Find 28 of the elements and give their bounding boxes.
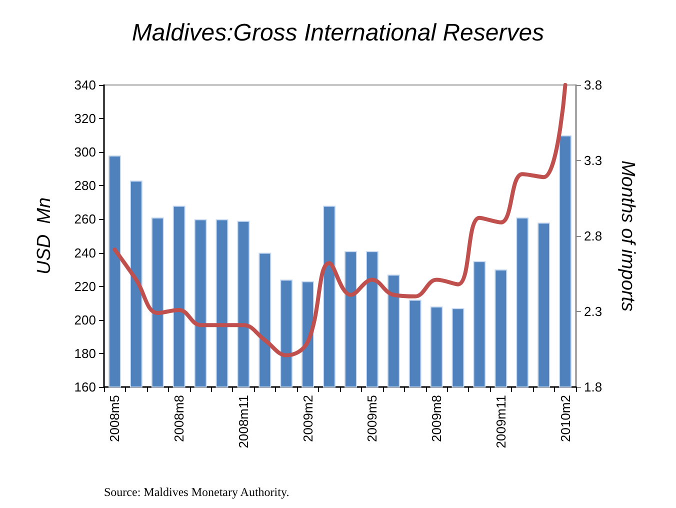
y-tick-label: 240 [74,245,96,260]
x-tick-label: 2008m8 [172,395,187,442]
x-tick-label: 2008m5 [107,395,122,442]
y-tick-label: 200 [74,312,96,328]
y-axis-title: USD Mn [34,197,55,275]
y2-tick-label: 1.8 [584,380,602,394]
y-tick-label: 260 [74,212,96,227]
x-tick-label: 2009m8 [429,395,444,442]
y-tick-label: 280 [74,178,96,194]
source-note: Source: Maldives Monetary Authority. [104,485,290,499]
y2-tick-label: 2.3 [584,304,602,319]
y2-axis-title: Months of imports [617,160,638,312]
x-tick-label: 2009m2 [300,395,316,442]
line-series [112,83,568,358]
y-tick-label: 320 [74,111,96,126]
x-tick-label: 2009m11 [493,395,508,448]
y-tick-label: 340 [74,78,96,92]
y-tick-label: 220 [74,278,96,294]
x-tick-label: 2009m5 [364,395,380,442]
y-tick-label: 180 [74,346,96,361]
chart-title: Maldives:Gross International Reserves [132,20,544,46]
y-tick-label: 300 [74,144,96,160]
y2-tick-label: 2.8 [584,228,602,244]
y2-tick-label: 3.8 [584,78,602,92]
x-tick-label: 2008m11 [236,395,251,448]
y-tick-label: 160 [74,380,96,394]
x-tick-label: 2010m2 [558,395,573,442]
y2-tick-label: 3.3 [584,153,602,168]
